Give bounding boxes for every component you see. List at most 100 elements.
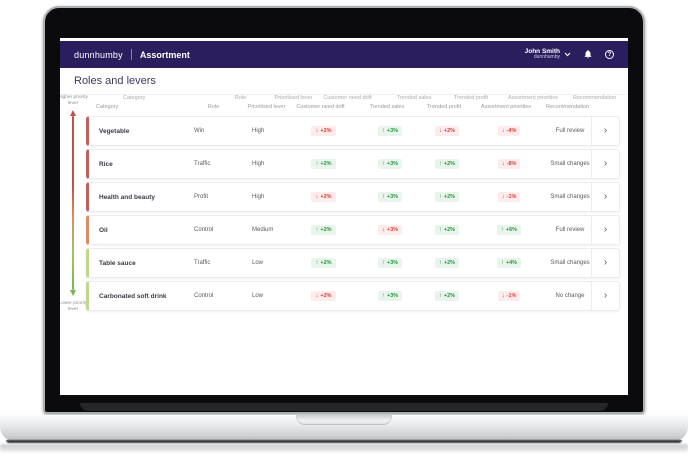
row-expand-button[interactable]: ›	[591, 282, 619, 310]
row-expand-button[interactable]: ›	[591, 117, 619, 145]
trend-value: +3%	[386, 128, 399, 134]
trend-badge: +3%	[377, 192, 403, 202]
trend-arrow-icon	[502, 293, 505, 299]
role-cell: Control	[194, 227, 214, 233]
table-row[interactable]: Rice Traffic High +2% +3% +2% -8% Small …	[86, 149, 620, 179]
chevron-down-icon	[564, 52, 571, 57]
trend-value: -4%	[506, 128, 517, 134]
trend-arrow-icon	[382, 161, 385, 167]
priority-gradient-line	[72, 116, 74, 290]
row-expand-button[interactable]: ›	[591, 216, 619, 244]
trend-badge: +3%	[377, 258, 403, 268]
bell-icon	[584, 50, 592, 59]
trend-arrow-icon	[501, 260, 504, 266]
table-row[interactable]: Carbonated soft drink Control Low +2% +3…	[86, 281, 620, 311]
chevron-right-icon: ›	[603, 191, 608, 202]
chevron-right-icon: ›	[603, 290, 608, 301]
brand-wordmark: dunnhumby	[74, 49, 123, 60]
table-row[interactable]: Table sauce Traffic Low +2% +3% +2% +4% …	[86, 248, 620, 278]
trend-value: +2%	[443, 293, 456, 299]
trend-value: +2%	[320, 128, 332, 134]
trend-arrow-icon	[439, 128, 442, 134]
trend-value: +2%	[443, 260, 456, 266]
recommendation-cell: Full review	[555, 128, 585, 134]
trend-badge: +2%	[311, 225, 336, 235]
recommendation-cell: Full review	[555, 227, 585, 233]
trend-value: +3%	[386, 161, 399, 167]
recommendation-cell: No change	[555, 293, 585, 299]
col-prioritised-lever: Prioritised lever	[274, 95, 313, 101]
role-cell: Traffic	[194, 260, 211, 266]
app-window: dunnhumby Assortment John Smith dunnhumb…	[60, 38, 628, 395]
trend-badge: -1%	[497, 192, 521, 202]
trend-arrow-icon	[502, 194, 505, 200]
row-expand-button[interactable]: ›	[591, 249, 619, 277]
trend-value: +3%	[386, 227, 399, 233]
table-row[interactable]: Vegetable Win High +2% +3% +2% -4% Full …	[86, 116, 620, 146]
lever-cell: High	[252, 161, 265, 167]
role-cell: Control	[194, 293, 214, 299]
trend-arrow-icon	[382, 227, 385, 233]
trend-arrow-icon	[501, 227, 504, 233]
col-role: Role	[234, 95, 247, 101]
trend-arrow-icon	[382, 293, 385, 299]
row-expand-button[interactable]: ›	[591, 150, 619, 178]
arrow-down-icon	[70, 290, 76, 296]
trend-arrow-icon	[315, 128, 318, 134]
trend-value: +2%	[320, 260, 332, 266]
category-cell: Health and beauty	[99, 193, 155, 201]
arrow-up-icon	[70, 110, 76, 116]
trend-arrow-icon	[439, 260, 442, 266]
trend-badge: +2%	[434, 159, 460, 169]
axis-label-higher: Higher priority lever	[60, 95, 88, 106]
col-customer-need-drift: Customer need drift	[323, 95, 372, 101]
col-category: Category	[96, 104, 119, 110]
trend-arrow-icon	[439, 227, 442, 233]
table-row[interactable]: Health and beauty Profit High +2% +3% +2…	[86, 182, 620, 212]
trend-value: +2%	[320, 161, 332, 167]
lever-cell: Low	[252, 293, 264, 299]
trend-arrow-icon	[439, 194, 442, 200]
trend-badge: +2%	[311, 258, 336, 268]
laptop-hinge	[80, 403, 608, 411]
row-expand-button[interactable]: ›	[591, 183, 619, 211]
trend-arrow-icon	[502, 161, 505, 167]
trend-badge: +2%	[434, 126, 460, 136]
laptop-screen-bezel: dunnhumby Assortment John Smith dunnhumb…	[43, 6, 645, 414]
col-trended-profit: Trended profit	[453, 95, 489, 101]
trend-badge: -1%	[497, 291, 521, 301]
table-row[interactable]: Oil Control Medium +2% +3% +2% +6% Full …	[86, 215, 620, 245]
trend-badge: +2%	[434, 291, 460, 301]
category-cell: Rice	[99, 160, 113, 168]
trend-badge: +3%	[377, 159, 403, 169]
trend-value: +3%	[386, 194, 399, 200]
trend-value: +2%	[320, 227, 332, 233]
trend-badge: +2%	[311, 126, 336, 136]
trend-badge: +3%	[377, 225, 403, 235]
category-cell: Table sauce	[99, 259, 136, 267]
lever-cell: High	[252, 128, 265, 134]
trend-value: -8%	[506, 161, 517, 167]
trend-badge: +2%	[434, 192, 460, 202]
col-role: Role	[207, 104, 220, 110]
laptop-notch	[296, 415, 392, 425]
trend-arrow-icon	[382, 260, 385, 266]
help-button[interactable]: ?	[605, 49, 614, 59]
trend-value: -1%	[506, 194, 517, 200]
trend-value: +6%	[505, 227, 518, 233]
trend-arrow-icon	[315, 293, 318, 299]
notifications-button[interactable]	[583, 49, 593, 59]
trend-arrow-icon	[502, 128, 505, 134]
trend-value: +2%	[320, 293, 332, 299]
trend-value: +2%	[443, 227, 456, 233]
nav-item-assortment[interactable]: Assortment	[139, 49, 190, 60]
trend-value: +4%	[505, 260, 518, 266]
lever-cell: Medium	[252, 227, 274, 233]
page-title: Roles and levers	[60, 68, 628, 95]
user-menu[interactable]: John Smith dunnhumby	[525, 48, 571, 61]
col-trended-sales: Trended sales	[369, 104, 405, 110]
chevron-right-icon: ›	[603, 125, 608, 136]
chevron-right-icon: ›	[603, 224, 608, 235]
table-header-ghost: Category Role Prioritised lever Customer…	[113, 95, 628, 101]
